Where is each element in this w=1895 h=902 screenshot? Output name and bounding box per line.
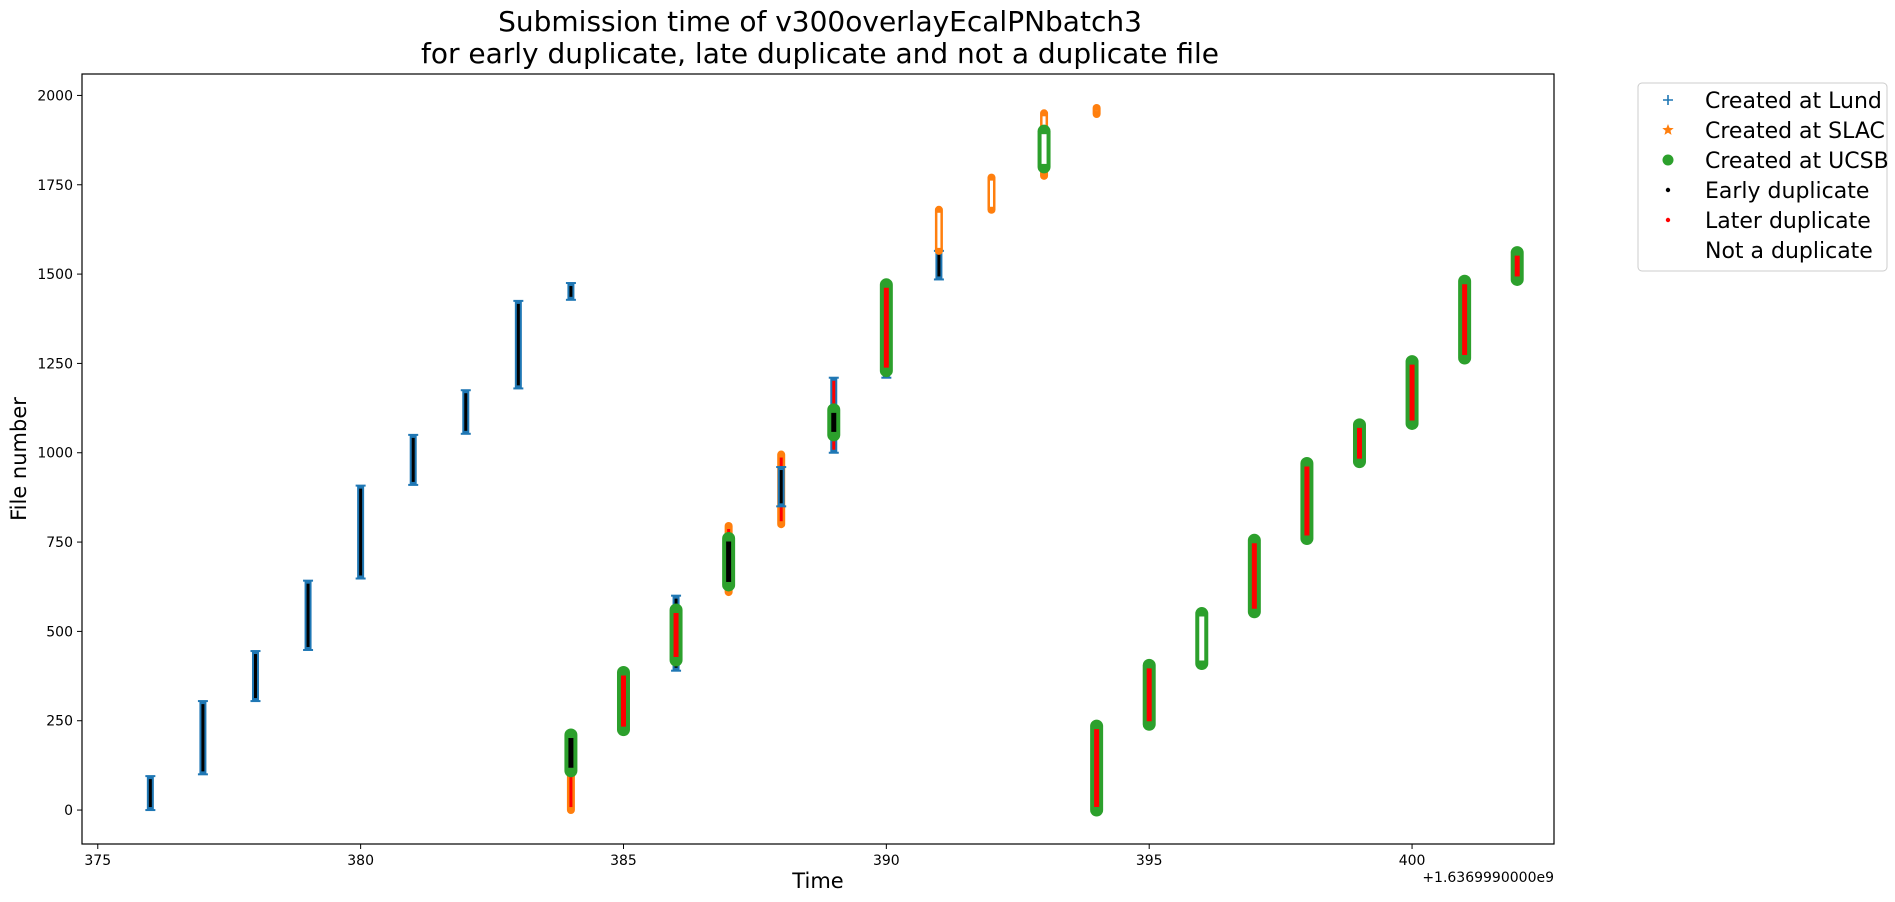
data-group-lund (250, 650, 261, 703)
data-group-lund (355, 484, 366, 580)
legend-marker-icon (1665, 247, 1671, 253)
data-group-lund (197, 700, 208, 776)
chart-title-line1: Submission time of v300overlayEcalPNbatc… (498, 5, 1142, 38)
y-tick-label: 1000 (37, 446, 73, 462)
y-tick-label: 1750 (37, 178, 73, 194)
data-group-lund (776, 466, 787, 508)
plot-frame (81, 73, 1555, 845)
x-offset-label: +1.6369990000e9 (1422, 870, 1554, 886)
y-tick-label: 2000 (37, 88, 73, 104)
x-tick-label: 375 (84, 853, 111, 869)
data-group-lund (303, 579, 314, 651)
legend-label: Created at SLAC (1705, 119, 1885, 144)
x-tick-label: 380 (347, 853, 374, 869)
data-group-lund (408, 433, 419, 486)
y-tick-label: 0 (64, 803, 73, 819)
y-tick-label: 1250 (37, 356, 73, 372)
y-tick-label: 1500 (37, 267, 73, 283)
legend-marker-icon (1663, 95, 1673, 105)
y-axis-label: File number (7, 397, 31, 521)
data-group-lund (145, 775, 156, 812)
legend-label: Early duplicate (1705, 179, 1869, 204)
legend-label: Later duplicate (1705, 209, 1871, 234)
legend-label: Created at Lund (1705, 89, 1882, 114)
y-tick-label: 750 (46, 535, 73, 551)
x-tick-label: 395 (1136, 853, 1163, 869)
legend-marker-icon (1665, 217, 1671, 223)
x-axis-label: Time (791, 869, 843, 893)
data-group-lund (565, 282, 576, 301)
data-marks (145, 103, 1524, 817)
legend-label: Created at UCSB (1705, 149, 1889, 174)
legend-marker-icon (1662, 124, 1674, 135)
y-tick-label: 500 (46, 624, 73, 640)
data-group-lund (933, 249, 944, 281)
legend: Created at Lund Created at SLAC Created at… (1637, 82, 1889, 272)
legend-marker-icon (1662, 154, 1674, 166)
data-group-lund (513, 299, 524, 390)
chart-title-line2: for early duplicate, late duplicate and … (421, 37, 1219, 70)
plot-area (82, 74, 1554, 844)
legend-marker-icon (1665, 187, 1671, 193)
x-tick-label: 400 (1399, 853, 1426, 869)
y-tick-label: 250 (46, 714, 73, 730)
x-tick-label: 390 (873, 853, 900, 869)
x-axis-ticks: 375 380 385 390 395 400 (84, 844, 1425, 869)
data-group-lund (460, 389, 471, 435)
y-axis-ticks: 0 250 500 750 1000 1250 1500 1750 2000 (37, 88, 82, 819)
legend-frame (1637, 82, 1888, 272)
legend-label: Not a duplicate (1705, 239, 1873, 264)
x-tick-label: 385 (610, 853, 637, 869)
